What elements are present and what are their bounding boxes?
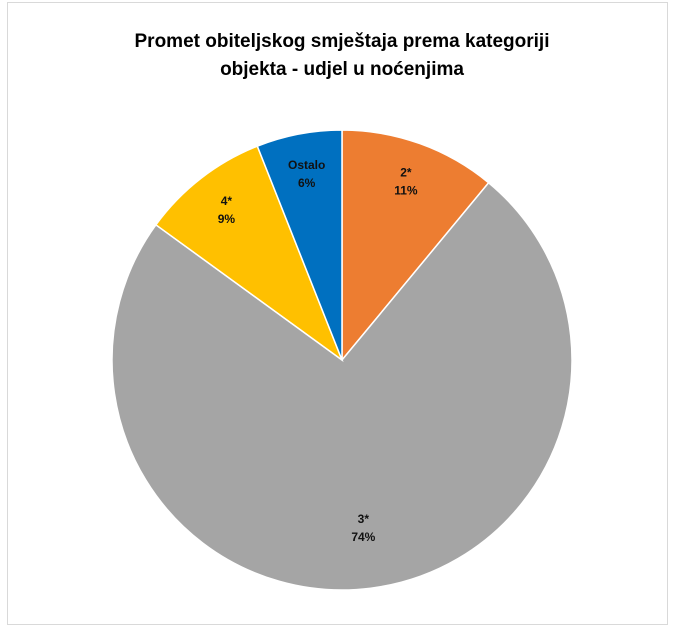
- data-label-category: 2*: [400, 166, 412, 180]
- pie-slice: [341, 129, 490, 363]
- data-label-value: 11%: [394, 184, 418, 198]
- data-label-value: 74%: [351, 530, 375, 544]
- data-label-category: 4*: [221, 194, 233, 208]
- chart-title-line: objekta - udjel u noćenjima: [220, 59, 464, 80]
- pie-slice: [154, 145, 344, 363]
- pie-slice: [256, 129, 343, 361]
- data-label-value: 6%: [298, 176, 316, 190]
- chart-title-line: Promet obiteljskog smještaja prema kateg…: [135, 31, 550, 52]
- data-label-value: 9%: [218, 212, 236, 226]
- pie-slice: [111, 181, 573, 591]
- data-label-category: Ostalo: [288, 158, 325, 172]
- data-label-category: 3*: [358, 512, 370, 526]
